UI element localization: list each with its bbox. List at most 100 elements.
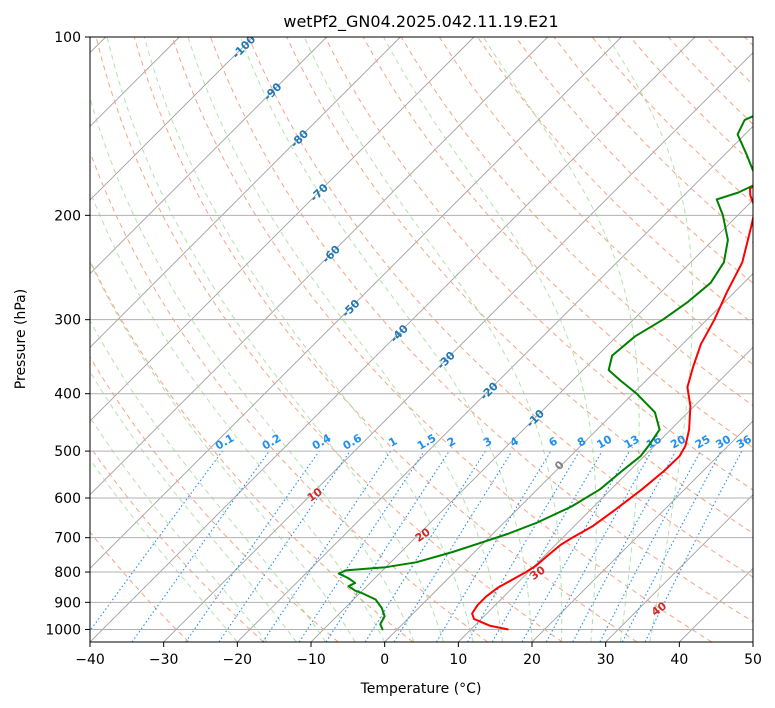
x-tick-label: 30: [597, 652, 615, 668]
y-tick-label: 800: [54, 565, 81, 581]
skewed-isotherm: [384, 273, 753, 642]
skewed-isotherm: [90, 37, 327, 275]
plot-frame: [89, 36, 754, 643]
mixing-ratio-label: 30: [713, 432, 733, 451]
mixing-ratio-line: [599, 450, 701, 642]
mixing-ratio-line: [90, 450, 223, 632]
y-tick-label: 600: [54, 491, 81, 507]
moist-adiabat: [90, 189, 386, 642]
mixing-ratio-label: 4: [508, 434, 521, 449]
dry-adiabat: [133, 37, 638, 642]
dry-adiabat: [438, 37, 753, 366]
skewed-isotherm: [458, 346, 753, 642]
x-tick-label: 10: [449, 652, 467, 668]
x-tick-label: −20: [223, 652, 253, 668]
dry-adiabat: [400, 37, 753, 407]
mixing-ratio-label: 2: [445, 435, 458, 450]
dry-adiabat: [668, 37, 753, 125]
isotherm-label: -20: [478, 379, 501, 402]
skewed-isotherm: [310, 199, 753, 642]
x-tick-label: 0: [380, 652, 389, 668]
x-tick-label: 40: [670, 652, 688, 668]
skewed-isotherm: [90, 37, 622, 569]
mixing-ratio-line: [131, 450, 270, 642]
y-tick-label: 400: [54, 387, 81, 403]
x-tick-label: −30: [149, 652, 179, 668]
isotherm-label: -40: [388, 322, 411, 345]
dry-adiabat: [90, 259, 414, 642]
mixing-ratio-label: 1.5: [415, 432, 438, 453]
background-lines: [90, 37, 753, 642]
mixing-ratio-line: [185, 450, 320, 642]
mixing-ratio-label: 10: [595, 432, 615, 451]
moist-adiabat: [607, 37, 694, 642]
y-tick-label: 200: [54, 208, 81, 224]
mixing-ratio-label: 0.4: [310, 431, 334, 452]
mixing-ratio-line: [325, 450, 450, 642]
mixing-ratio-line: [262, 450, 392, 642]
mixing-ratio-line: [393, 450, 513, 642]
profile-traces: [337, 115, 753, 631]
dry-adiabat: [210, 37, 753, 623]
mixing-ratio-label: 36: [734, 432, 754, 451]
dry-adiabat: [90, 445, 264, 642]
dry-adiabat: [744, 37, 753, 47]
dry-adiabat: [591, 37, 753, 204]
y-tick-label: 500: [54, 444, 81, 460]
zero-isotherm-label: 0: [552, 458, 567, 473]
dry-adiabat: [90, 531, 190, 642]
x-tick-label: −10: [296, 652, 326, 668]
mixing-ratio-label: 6: [547, 434, 560, 449]
mixing-ratio-label: 3: [481, 435, 494, 450]
mixing-ratio-line: [467, 450, 580, 642]
moist-adiabat: [90, 416, 268, 642]
y-tick-label: 700: [54, 531, 81, 547]
skewed-isotherm: [90, 37, 401, 348]
mixing-ratio-line: [298, 450, 425, 642]
mixing-ratio-label: 0.1: [213, 432, 236, 453]
x-axis-ticks: −40 −30 −20 −10 0 10 20 30 40 50: [75, 642, 762, 668]
dry-adiabat: [90, 150, 488, 642]
dry-adiabat: [286, 37, 753, 534]
skewed-isotherm: [605, 494, 753, 642]
moist-adiabat: [239, 37, 533, 642]
mixing-ratio-line: [644, 450, 743, 642]
skewed-isotherm: [163, 52, 753, 642]
isotherm-label: -50: [339, 297, 362, 320]
skewed-isotherm: [90, 37, 548, 496]
moist-adiabat: [187, 37, 503, 642]
dry-adiabat: [515, 37, 753, 284]
y-axis-ticks: 100 200 300 400 500 600 700 800 900 1000: [45, 30, 90, 638]
moist-adiabat: [106, 37, 445, 642]
y-tick-label: 300: [54, 313, 81, 329]
skewed-isotherm: [90, 37, 475, 422]
mixing-ratio-label: 8: [575, 435, 588, 450]
skewed-isotherm: [752, 641, 753, 642]
moist-adiabat: [90, 458, 238, 642]
skewed-isotherm: [90, 37, 696, 642]
skewed-isotherm: [90, 37, 254, 201]
mixing-ratio-line: [521, 450, 630, 642]
chart-title: wetPf2_GN04.2025.042.11.19.E21: [283, 12, 558, 32]
moist-adiabat: [90, 370, 297, 642]
x-tick-label: −40: [75, 652, 105, 668]
dewpoint-trace: [337, 115, 753, 631]
isotherm-label: -30: [435, 349, 458, 372]
mixing-ratio-line: [572, 450, 677, 642]
isotherm-label: -90: [261, 80, 284, 103]
temperature-trace: [471, 185, 753, 631]
moist-adiabat: [303, 37, 563, 642]
y-tick-label: 900: [54, 595, 81, 611]
dry-adiabat: [95, 37, 563, 642]
dry-adiabat-label: 20: [413, 525, 433, 545]
mixing-ratio-label: 1: [386, 435, 399, 450]
y-axis-label: Pressure (hPa): [13, 289, 29, 389]
dry-adiabat: [171, 37, 712, 642]
mixing-ratio-label: 0.2: [260, 432, 283, 453]
y-tick-label: 1000: [45, 622, 81, 638]
dry-adiabat: [90, 356, 339, 642]
moist-adiabat: [482, 37, 640, 642]
moist-adiabat: [143, 37, 474, 642]
dry-adiabat: [248, 37, 753, 578]
